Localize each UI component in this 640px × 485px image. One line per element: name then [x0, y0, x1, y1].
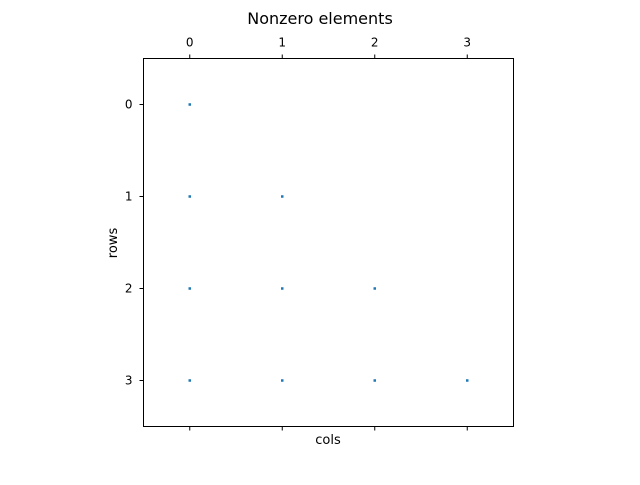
nonzero-points [188, 103, 469, 382]
x-axis-label: cols [315, 433, 341, 448]
nonzero-point [188, 103, 191, 106]
nonzero-point [281, 287, 284, 290]
nonzero-point [373, 379, 376, 382]
plot-frame [143, 58, 514, 427]
nonzero-point [281, 195, 284, 198]
nonzero-point [373, 287, 376, 290]
nonzero-point [188, 195, 191, 198]
y-axis-label: rows [106, 228, 121, 259]
chart-title: Nonzero elements [247, 9, 393, 28]
x-axis-ticks: 0 1 2 3 [186, 36, 471, 431]
nonzero-point [188, 379, 191, 382]
y-axis-ticks: 0 1 2 3 [125, 98, 144, 388]
x-tick-label: 2 [371, 36, 379, 50]
y-tick-label: 3 [125, 374, 133, 388]
x-tick-label: 0 [186, 36, 194, 50]
nonzero-point [188, 287, 191, 290]
nonzero-point [466, 379, 469, 382]
x-tick-label: 3 [463, 36, 471, 50]
nonzero-point [281, 379, 284, 382]
y-tick-label: 1 [125, 190, 133, 204]
y-tick-label: 0 [125, 98, 133, 112]
y-tick-label: 2 [125, 282, 133, 296]
x-tick-label: 1 [278, 36, 286, 50]
